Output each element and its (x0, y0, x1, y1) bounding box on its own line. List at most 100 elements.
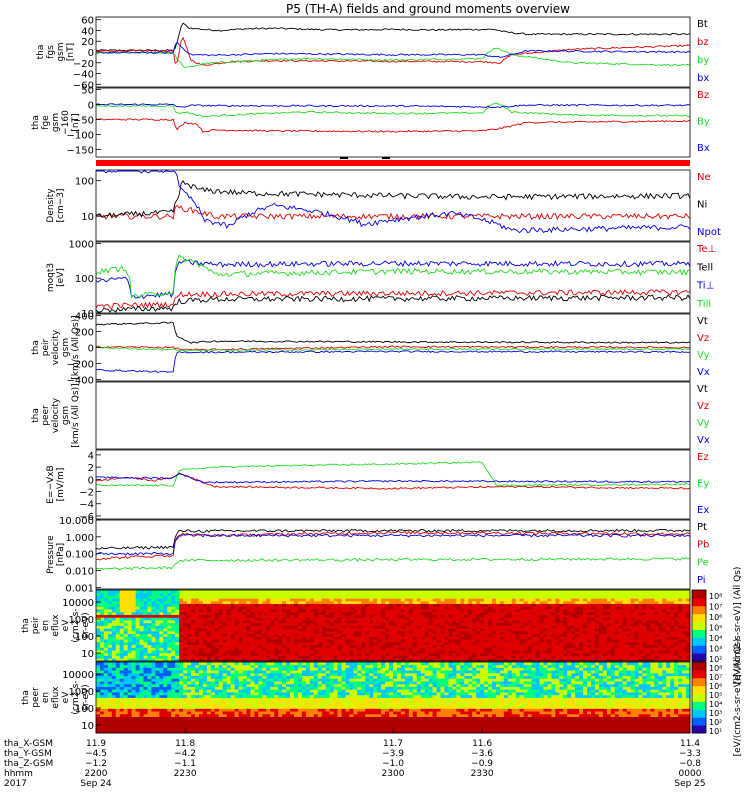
heatmap-cell (167, 686, 172, 690)
heatmap-cell (436, 606, 441, 610)
heatmap-cell (99, 650, 105, 654)
heatmap-cell (503, 595, 509, 599)
heatmap-cell (404, 590, 410, 594)
heatmap-cell (305, 606, 311, 610)
heatmap-cell (325, 644, 331, 648)
heatmap-cell (357, 603, 362, 607)
heatmap-cell (218, 705, 224, 709)
heatmap-cell (614, 611, 620, 615)
legend-label: Ez (697, 452, 709, 463)
heatmap-cell (337, 625, 342, 629)
heatmap-cell (115, 600, 121, 605)
heatmap-cell (159, 628, 164, 632)
heatmap-cell (309, 598, 315, 602)
heatmap-cell (286, 609, 291, 613)
heatmap-cell (456, 628, 461, 632)
heatmap-cell (103, 664, 109, 668)
heatmap-cell (452, 625, 457, 629)
heatmap-cell (159, 667, 164, 671)
heatmap-cell (377, 633, 382, 637)
heatmap-cell (495, 590, 501, 594)
heatmap-cell (551, 603, 556, 607)
heatmap-cell (305, 590, 311, 594)
heatmap-cell (389, 652, 394, 656)
heatmap-cell (222, 683, 228, 687)
heatmap-cell (119, 617, 125, 621)
heatmap-cell (408, 633, 414, 637)
heatmap-cell (416, 658, 422, 662)
heatmap-cell (598, 647, 604, 651)
heatmap-cell (583, 590, 588, 594)
heatmap-cell (143, 639, 148, 643)
heatmap-cell (202, 650, 208, 654)
heatmap-cell (519, 647, 525, 651)
heatmap-cell (614, 628, 620, 632)
heatmap-cell (195, 628, 200, 632)
heatmap-cell (96, 622, 101, 626)
heatmap-cell (119, 598, 125, 602)
heatmap-cell (361, 590, 366, 594)
heatmap-cell (226, 609, 232, 613)
heatmap-cell (222, 702, 228, 707)
heatmap-cell (187, 662, 192, 666)
heatmap-cell (202, 686, 208, 690)
heatmap-cell (266, 590, 271, 594)
heatmap-cell (171, 722, 176, 726)
heatmap-cell (167, 617, 172, 621)
heatmap-cell (107, 617, 113, 621)
heatmap-cell (183, 664, 188, 668)
heatmap-cell (175, 727, 180, 731)
heatmap-cell (404, 620, 410, 624)
heatmap-cell (618, 636, 624, 640)
heatmap-cell (123, 664, 129, 668)
heatmap-cell (151, 644, 156, 648)
heatmap-cell (266, 636, 271, 640)
heatmap-cell (555, 595, 560, 599)
heatmap-cell (515, 620, 521, 624)
heatmap-cell (369, 598, 374, 602)
heatmap-cell (286, 628, 291, 632)
heatmap-cell (222, 724, 228, 728)
heatmap-cell (369, 606, 374, 610)
heatmap-cell (99, 683, 105, 687)
heatmap-cell (195, 658, 200, 662)
heatmap-cell (242, 658, 247, 662)
heatmap-cell (539, 617, 544, 621)
series-line-Npot (96, 170, 691, 234)
heatmap-cell (400, 630, 406, 635)
heatmap-cell (598, 639, 604, 643)
heatmap-cell (171, 724, 176, 728)
heatmap-cell (317, 641, 323, 646)
heatmap-cell (274, 595, 279, 599)
heatmap-cell (682, 633, 687, 637)
heatmap-cell (191, 705, 196, 709)
heatmap-cell (135, 625, 140, 629)
heatmap-cell (329, 647, 334, 651)
heatmap-cell (198, 689, 204, 693)
y-tick-label: 2 (88, 463, 94, 474)
heatmap-cell (286, 595, 291, 599)
heatmap-cell (290, 652, 295, 656)
heatmap-cell (143, 708, 148, 712)
heatmap-cell (365, 620, 370, 624)
heatmap-cell (575, 630, 580, 635)
heatmap-cell (270, 620, 275, 624)
heatmap-cell (107, 700, 113, 704)
heatmap-cell (519, 622, 525, 626)
heatmap-cell (127, 636, 133, 640)
heatmap-cell (488, 617, 493, 621)
heatmap-cell (527, 650, 532, 654)
heatmap-cell (234, 598, 239, 602)
y-tick-label: 10 (81, 649, 94, 660)
heatmap-cell (626, 633, 631, 637)
heatmap-cell (381, 595, 386, 599)
heatmap-cell (535, 652, 540, 656)
heatmap-cell (523, 641, 529, 646)
heatmap-cell (297, 622, 303, 626)
heatmap-cell (670, 652, 675, 656)
heatmap-cell (119, 686, 125, 690)
heatmap-cell (294, 639, 299, 643)
heatmap-cell (250, 611, 255, 615)
heatmap-cell (96, 711, 101, 715)
